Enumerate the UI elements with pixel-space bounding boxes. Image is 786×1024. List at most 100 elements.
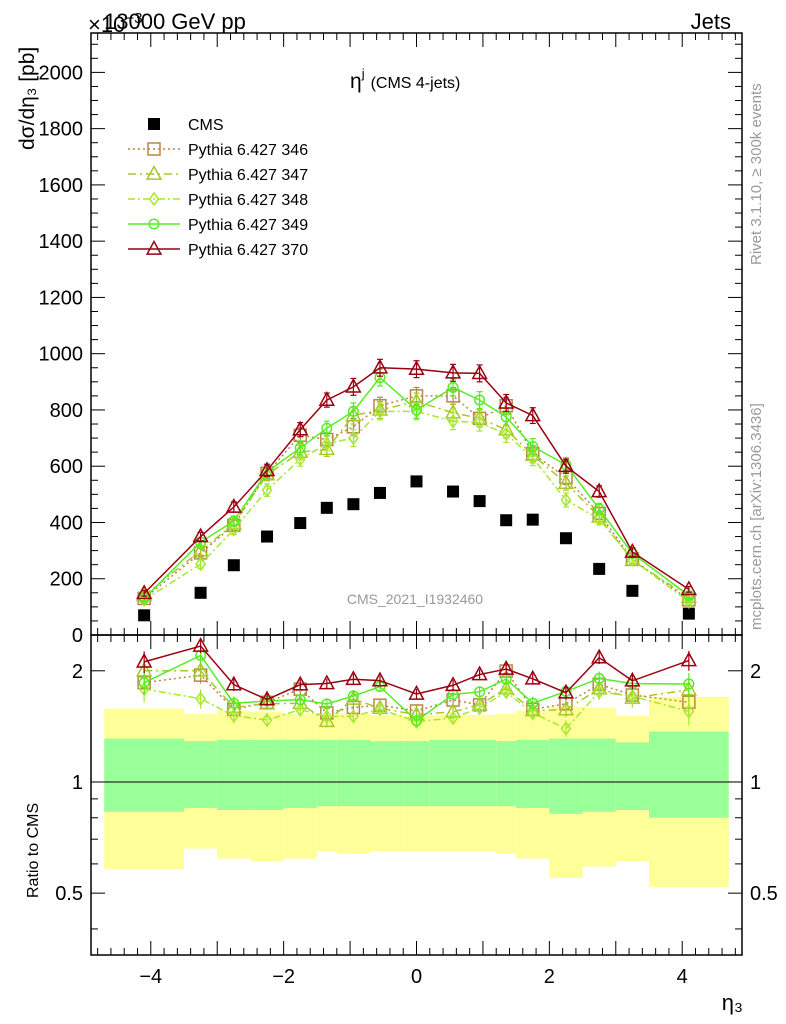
data-point <box>682 607 695 620</box>
mc-point <box>135 584 153 600</box>
data-point <box>626 584 639 597</box>
ratio-point <box>347 709 359 724</box>
ratio-point <box>411 714 422 729</box>
ratio-point <box>345 689 362 705</box>
ratio-point <box>444 676 462 692</box>
header-right: Jets <box>691 9 731 34</box>
y-tick-label: 1800 <box>39 119 84 141</box>
band-inner <box>615 742 649 810</box>
ratio-point <box>192 661 209 677</box>
ratio-line <box>144 688 690 730</box>
ratio-series <box>135 637 698 738</box>
ratio-point <box>557 683 575 699</box>
mc-point <box>500 426 512 442</box>
series-line <box>143 395 690 601</box>
ratio-point <box>228 697 240 709</box>
mc-point <box>498 393 515 409</box>
mc-point <box>593 503 605 515</box>
band-inner <box>463 739 497 807</box>
ratio-point <box>683 678 695 690</box>
mc-point <box>292 420 309 436</box>
data-point <box>227 559 240 572</box>
mc-point <box>321 422 333 434</box>
mc-point <box>192 541 209 557</box>
data-point <box>320 501 333 514</box>
ratio-point <box>321 698 333 710</box>
legend-marker <box>145 164 163 180</box>
watermark: CMS_2021_I1932460 <box>347 591 483 607</box>
band-inner <box>184 741 218 809</box>
legend-label: Pythia 6.427 348 <box>188 192 308 209</box>
legend-label: Pythia 6.427 349 <box>188 217 308 234</box>
ratio-point <box>258 694 276 710</box>
data-point <box>526 513 539 526</box>
band-inner <box>370 741 404 807</box>
ratio-bands <box>91 696 742 887</box>
ratio-point <box>318 674 335 690</box>
ratio-point <box>474 700 486 716</box>
ratio-tick-label: 0.5 <box>55 883 83 905</box>
legend-marker <box>148 218 160 230</box>
mc-point <box>680 580 698 596</box>
mc-point <box>447 381 459 393</box>
data-point <box>500 514 513 527</box>
legend: CMS Pythia 6.427 346 Pythia 6.427 347 Pythi… <box>128 117 308 259</box>
ratio-point <box>593 672 605 685</box>
ratio-line <box>144 670 689 723</box>
series-line <box>143 400 690 598</box>
ratio-point <box>527 705 539 721</box>
ratio-point <box>626 688 638 704</box>
mc-point <box>294 442 306 454</box>
ratio-tick-label-right: 2 <box>750 661 761 683</box>
data-point <box>194 586 207 599</box>
ratio-point <box>321 709 333 724</box>
data-point <box>261 530 274 543</box>
ratio-point <box>408 684 425 700</box>
ratio-point <box>471 665 488 681</box>
y-axis-title: dσ/dη₃ [pb] <box>16 47 39 150</box>
mc-point <box>258 461 276 477</box>
data-point <box>559 532 572 545</box>
x-tick-label: −4 <box>139 966 162 988</box>
data-point <box>347 498 360 511</box>
legend-label: Pythia 6.427 347 <box>188 167 308 184</box>
mc-point <box>374 404 386 419</box>
mc-point <box>444 363 462 379</box>
plot-title: ηj(CMS 4-jets) <box>350 66 460 93</box>
y-tick-label: 0 <box>72 625 83 647</box>
legend-marker <box>148 118 160 130</box>
ratio-point <box>345 670 362 686</box>
exponent-power: −3 <box>125 10 142 27</box>
data-point <box>410 475 423 488</box>
y-tick-label: 2000 <box>39 62 84 84</box>
legend-label: Pythia 6.427 370 <box>188 242 308 259</box>
mc-point <box>560 492 572 508</box>
ratio-point <box>560 721 572 736</box>
ratio-point <box>294 694 306 706</box>
mcplots-label: mcplots.cern.ch [arXiv:1306.3436] <box>748 403 765 630</box>
legend-marker <box>145 239 163 255</box>
ratio-point <box>500 684 512 700</box>
mc-point <box>321 436 333 451</box>
ratio-point <box>374 701 386 717</box>
band-inner <box>429 739 463 807</box>
mc-point <box>591 482 608 498</box>
ratio-point <box>498 659 515 675</box>
y-tick-label: 1400 <box>39 231 84 253</box>
ratio-point <box>447 710 459 726</box>
band-inner <box>250 739 284 810</box>
mc-point <box>474 394 486 406</box>
ratio-point <box>347 690 359 702</box>
ratio-y-axis-title: Ratio to CMS <box>25 803 42 898</box>
mc-point <box>347 405 359 417</box>
mc-point <box>318 440 335 456</box>
y-tick-label: 200 <box>50 569 83 591</box>
ratio-point <box>225 675 242 691</box>
ratio-point <box>195 691 207 707</box>
ratio-point <box>135 652 153 668</box>
mc-point <box>524 406 541 422</box>
header-left: 13000 GeV pp <box>104 9 246 34</box>
mc-point <box>228 522 240 537</box>
band-inner <box>582 738 616 812</box>
